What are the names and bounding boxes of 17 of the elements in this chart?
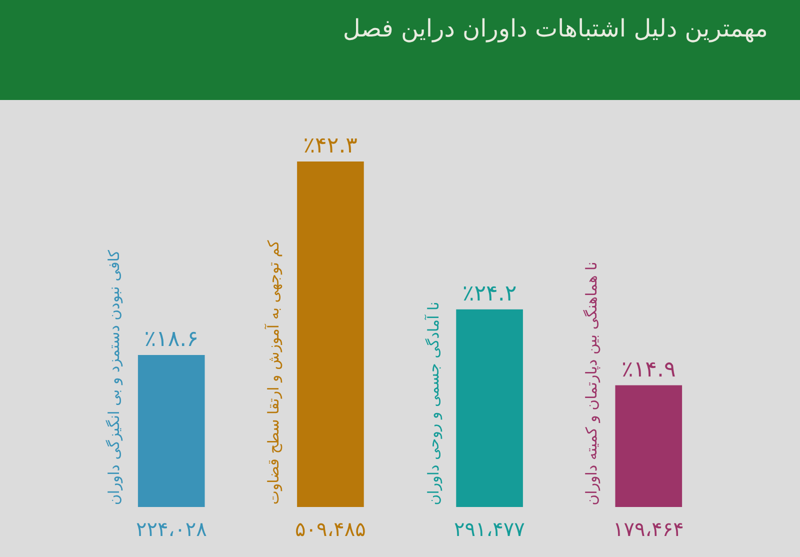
x-tick-label: کافی نبودن دستمزد و بی انگیزگی داوران [105,249,124,506]
bar [456,309,523,507]
text: ۱۷۹،۴۶۴ [613,517,684,541]
bar [297,161,364,507]
data-label: ٪۴۲.۳ [303,133,358,158]
chart-title: مهمترین دلیل اشتباهات داوران دراین فصل [342,14,768,42]
x-tick-label: کم توجهی به آموزش و ارتقا سطح قضاوت [264,239,283,505]
x-tick-label: نا آمادگی جسمی و روحی داوران [423,302,442,506]
text: ۵۰۹،۴۸۵ [295,517,366,541]
bar [138,355,205,507]
text: ۲۹۱،۴۷۷ [454,517,526,541]
data-label: ٪۲۴.۲ [462,281,517,306]
x-tick-label: نا هماهنگی بین دپارتمان و کمیته داوران [582,262,600,506]
data-label: ٪۱۴.۹ [622,357,676,382]
data-label: ٪۱۸.۶ [144,327,198,352]
bar [615,385,682,507]
text: ۲۲۴،۰۲۸ [136,517,208,541]
